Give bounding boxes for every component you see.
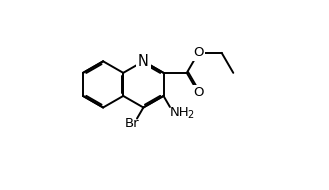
Text: NH: NH	[170, 106, 190, 119]
Text: 2: 2	[187, 110, 193, 120]
Text: O: O	[193, 46, 204, 59]
Text: N: N	[138, 54, 149, 69]
Text: O: O	[193, 86, 204, 99]
Text: Br: Br	[124, 117, 139, 130]
